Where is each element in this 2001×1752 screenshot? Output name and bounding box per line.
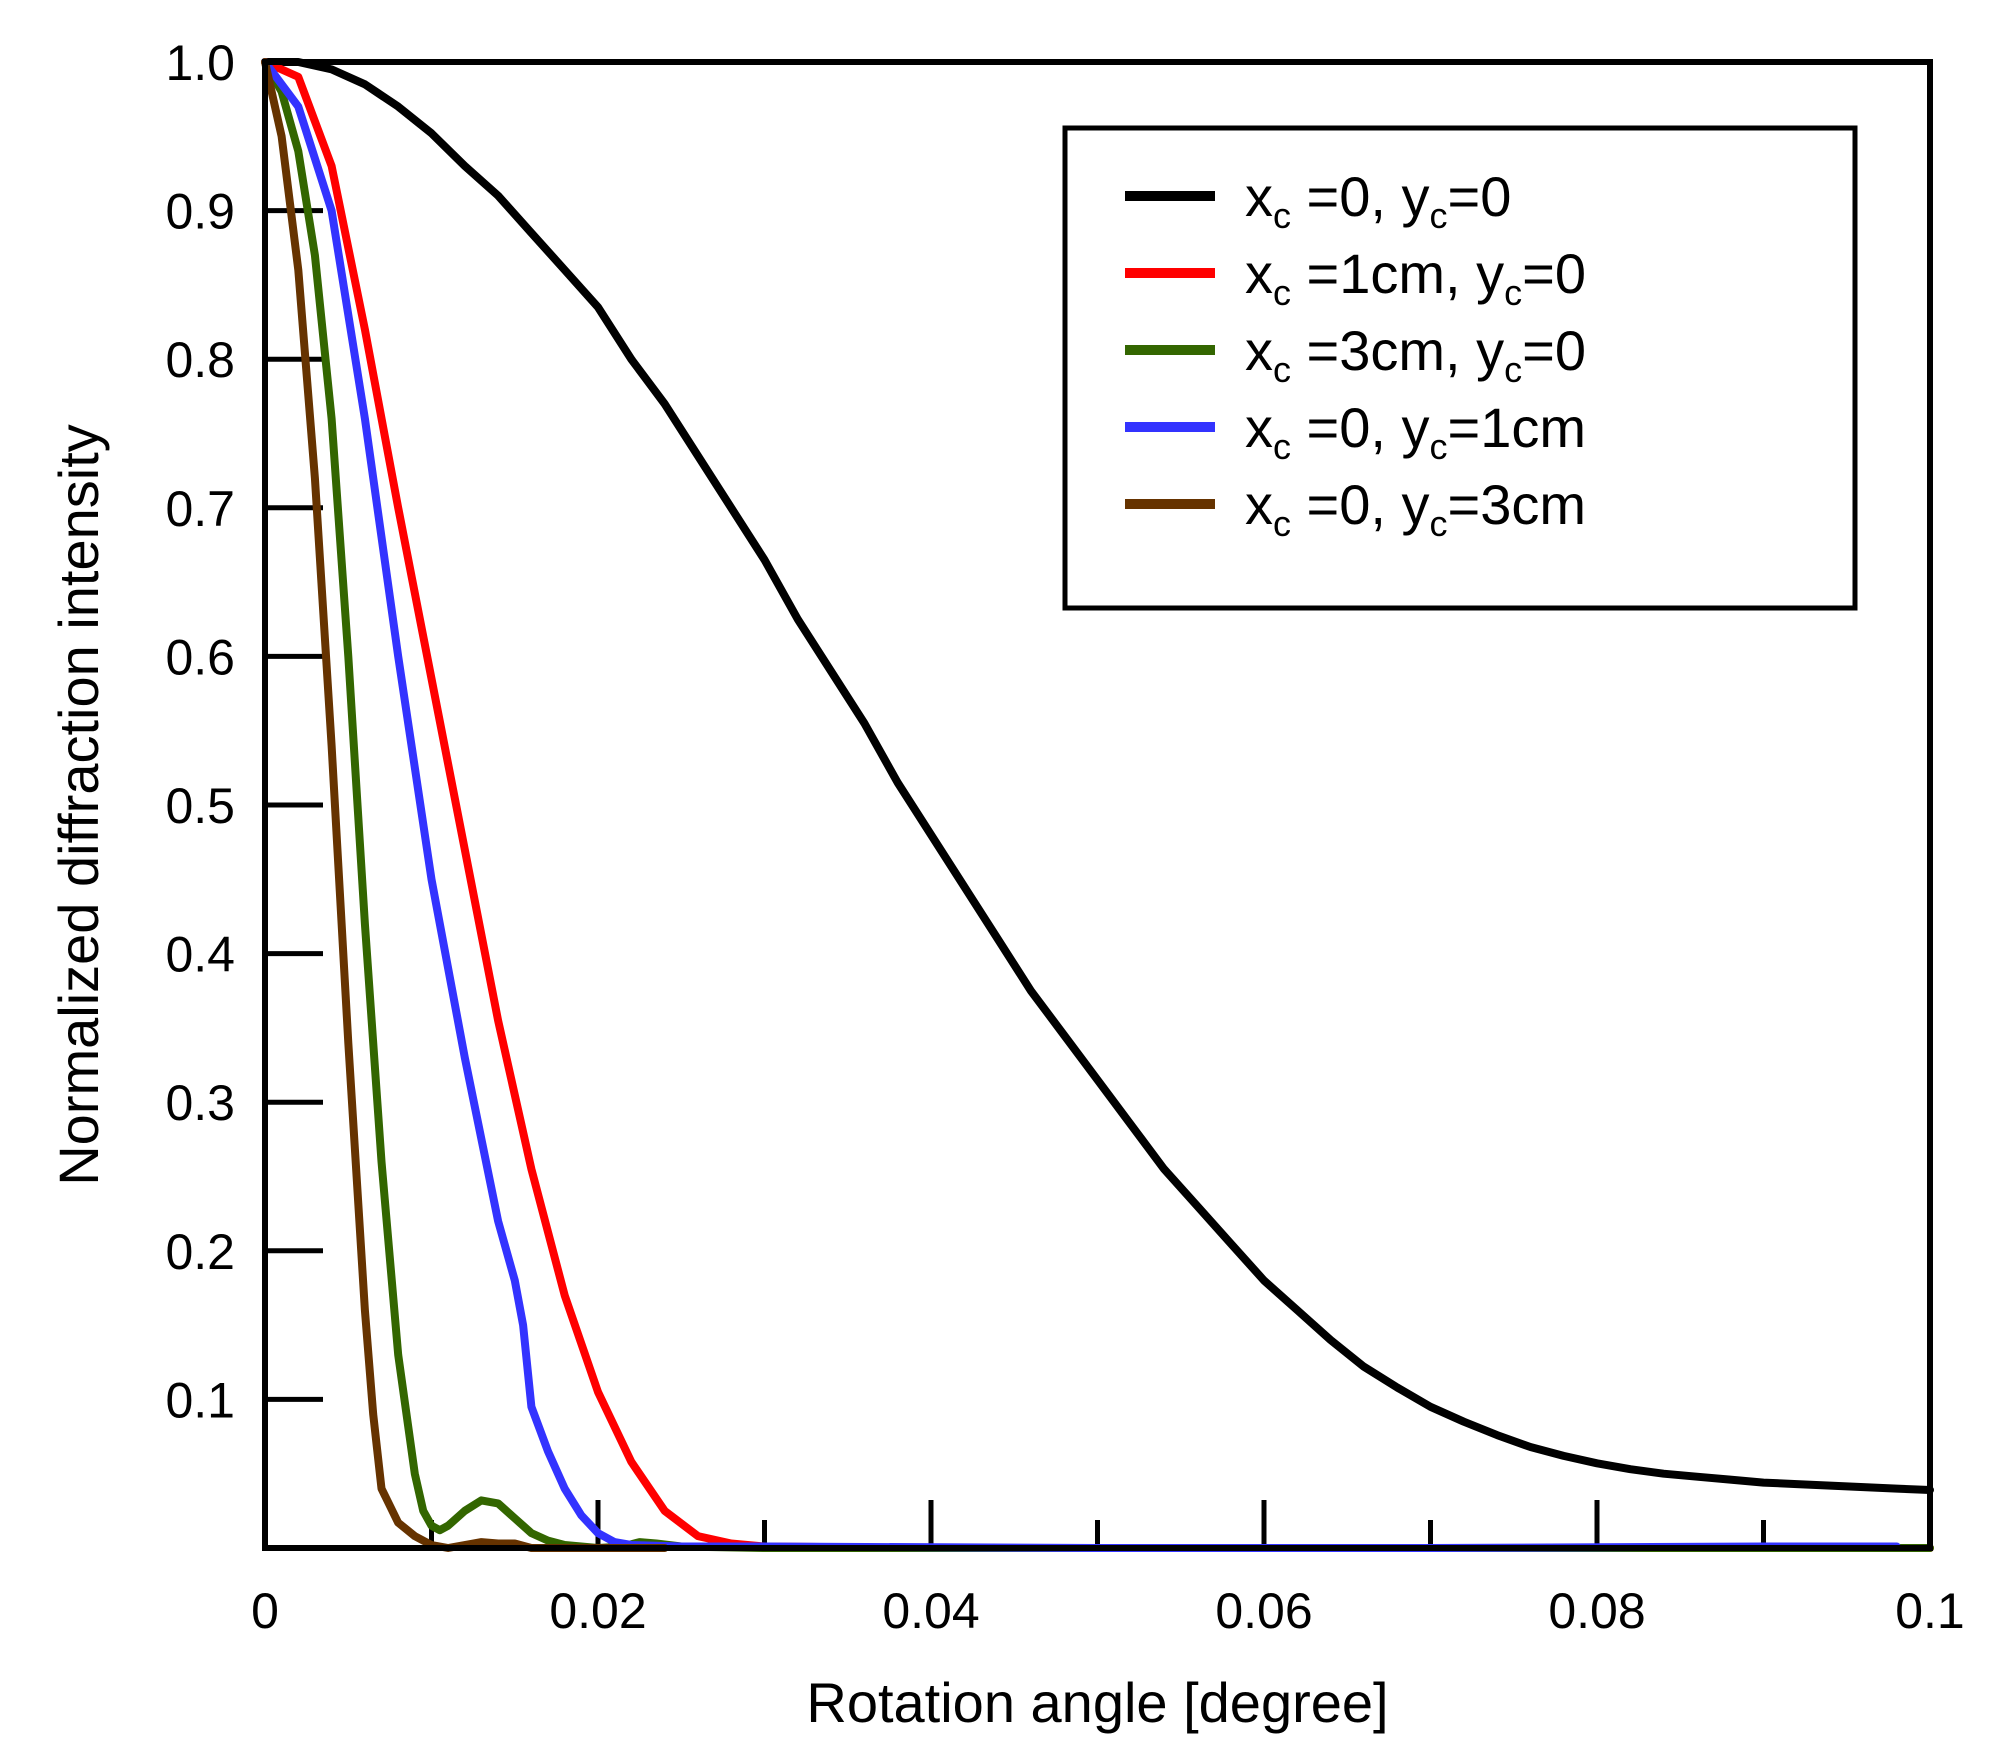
y-tick-label: 0.6 [165, 629, 235, 685]
y-tick-label: 0.8 [165, 332, 235, 388]
x-tick-label: 0 [251, 1583, 279, 1639]
legend-entry-1: xc =0, yc=0 [1245, 165, 1511, 236]
plot-frame [262, 59, 1933, 1551]
legend-entry-5: xc =0, yc=3cm [1245, 473, 1586, 544]
legend-entry-3: xc =3cm, yc=0 [1245, 319, 1586, 390]
y-tick-label: 0.2 [165, 1224, 235, 1280]
legend: xc =0, yc=0xc =1cm, yc=0xc =3cm, yc=0xc … [1062, 125, 1858, 611]
legend-entry-2: xc =1cm, yc=0 [1245, 242, 1586, 313]
y-tick-label: 0.5 [165, 778, 235, 834]
legend-entry-4: xc =0, yc=1cm [1245, 396, 1586, 467]
legend-box [1062, 125, 1858, 611]
x-axis-title: Rotation angle [degree] [806, 1671, 1388, 1734]
x-tick-label: 0.06 [1215, 1583, 1312, 1639]
y-tick-label: 0.9 [165, 184, 235, 240]
y-tick-label: 0.7 [165, 481, 235, 537]
series-line-1 [261, 58, 1934, 1494]
y-axis-title: Normalized diffraction intensity [47, 424, 110, 1186]
series-line-5 [261, 58, 669, 1552]
y-tick-label: 0.1 [165, 1372, 235, 1428]
tick-labels: 0 0.02 0.04 0.06 0.08 0.1 0.1 0.2 0.3 0.4 0.5 0.6 0.… [165, 35, 1964, 1639]
x-tick-label: 0.08 [1548, 1583, 1645, 1639]
y-tick-label: 0.3 [165, 1075, 235, 1131]
x-tick-label: 0.1 [1895, 1583, 1965, 1639]
y-tick-label: 1.0 [165, 35, 235, 91]
y-tick-label: 0.4 [165, 927, 235, 983]
x-tick-label: 0.04 [882, 1583, 979, 1639]
x-tick-label: 0.02 [549, 1583, 646, 1639]
